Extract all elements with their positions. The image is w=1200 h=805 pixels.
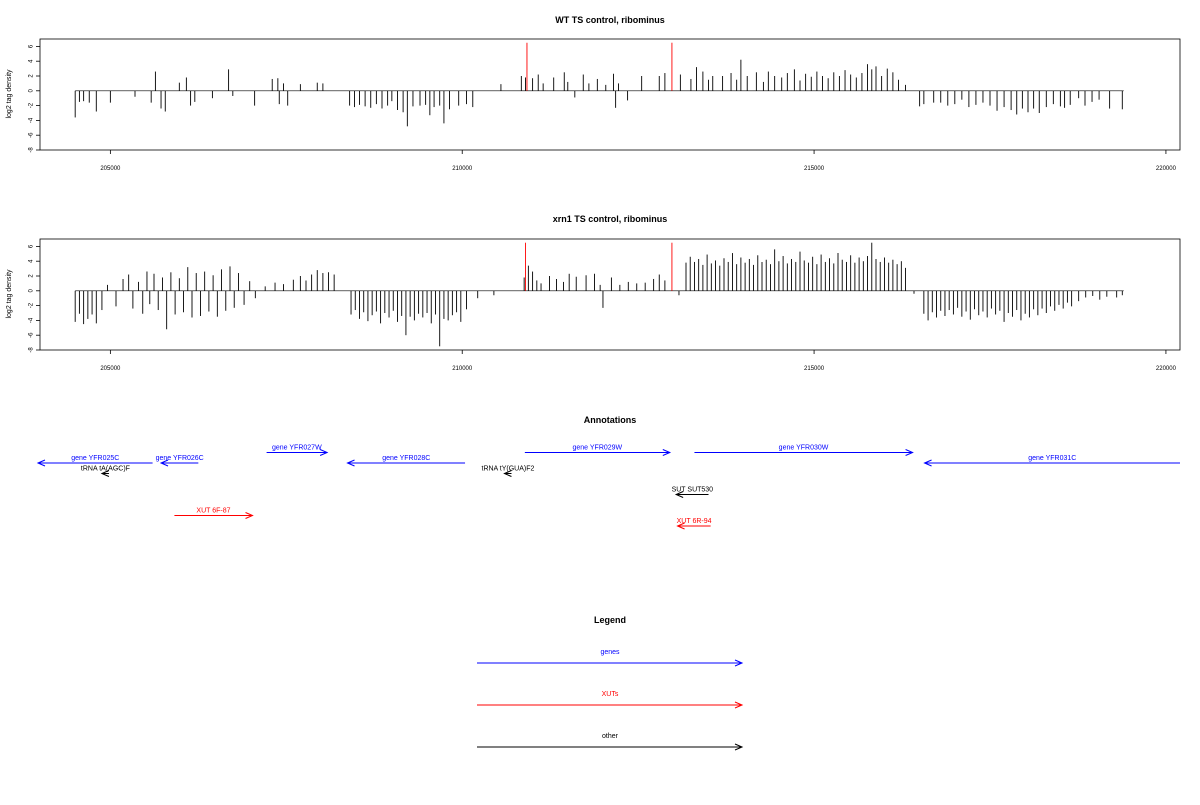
feature-arrow-head — [346, 459, 355, 467]
feature-arrow-head — [100, 470, 110, 477]
y-tick-label: 2 — [29, 74, 35, 78]
annotation-feature: gene YFR026C — [156, 455, 204, 467]
y-tick-label: -8 — [29, 147, 35, 153]
feature-label: gene YFR027W — [272, 445, 322, 452]
feature-arrow-head — [503, 470, 512, 477]
annotation-features: gene YFR025C gene YFR026C gene YFR027W gene… — [36, 445, 1180, 530]
feature-arrow-head — [905, 449, 914, 456]
plot-frame — [39, 238, 1181, 351]
y-axis-label: log2 tag density — [6, 69, 13, 119]
panel-title: xrn1 TS control, ribominus — [553, 214, 668, 224]
annotation-feature: tRNA tA(AGC)F — [81, 466, 130, 477]
feature-arrow-head — [662, 449, 672, 456]
annotations-panel: Annotations gene YFR025C gene YFR026Cgene… — [36, 415, 1180, 530]
annotation-feature: XUT 6R-94 — [676, 518, 712, 530]
y-tick-label: -8 — [29, 347, 35, 353]
legend-arrow-head — [734, 701, 744, 709]
legend-label: genes — [600, 649, 620, 656]
y-tick-label: 2 — [29, 274, 35, 278]
feature-arrow-head — [159, 459, 169, 467]
y-tick-label: 4 — [29, 259, 35, 263]
x-tick-label: 210000 — [452, 166, 473, 172]
feature-label: gene YFR028C — [382, 455, 430, 462]
feature-arrow-head — [674, 491, 684, 498]
feature-arrow-head — [245, 512, 254, 519]
y-axis-label: log2 tag density — [6, 269, 13, 319]
annotation-feature: gene YFR030W — [694, 445, 914, 456]
x-tick-label: 220000 — [1156, 366, 1177, 372]
feature-label: gene YFR029W — [572, 445, 622, 452]
feature-label: tRNA tY(GUA)F2 — [482, 466, 535, 473]
x-tick-label: 215000 — [804, 166, 825, 172]
y-tick-label: 0 — [29, 88, 35, 92]
feature-label: gene YFR026C — [156, 455, 204, 462]
feature-arrow-head — [676, 522, 685, 530]
y-tick-label: 4 — [29, 59, 35, 63]
y-tick-label: 6 — [29, 244, 35, 248]
feature-arrow-head — [36, 459, 46, 467]
density-bars — [74, 242, 1124, 347]
feature-label: SUT SUT530 — [672, 487, 714, 494]
feature-label: gene YFR025C — [71, 455, 119, 462]
annotation-feature: gene YFR025C — [36, 455, 153, 467]
wt-density-panel: WT TS control, ribominus log2 tag densit… — [6, 15, 1181, 172]
feature-arrow-head — [923, 459, 932, 467]
y-tick-label: -4 — [29, 117, 35, 123]
legend: Legend genes XUTs other — [477, 615, 744, 751]
annotation-feature: gene YFR031C — [923, 455, 1180, 467]
plot-frame — [39, 38, 1181, 151]
x-axis: 205000 210000 215000 220000 — [100, 350, 1177, 372]
legend-arrow-head — [734, 659, 744, 667]
legend-items: genes XUTs other — [477, 649, 744, 751]
legend-arrow-head — [734, 743, 744, 751]
legend-item: genes — [477, 649, 744, 667]
legend-item: other — [477, 733, 744, 751]
y-tick-label: -2 — [29, 302, 35, 308]
annotation-feature: gene YFR029W — [524, 445, 672, 456]
feature-label: gene YFR030W — [779, 445, 829, 452]
y-axis: 6 4 2 0 -2 -4 -6 -8 — [29, 44, 40, 153]
annotation-feature: tRNA tY(GUA)F2 — [482, 466, 535, 477]
density-bars — [74, 42, 1124, 127]
y-tick-label: -4 — [29, 317, 35, 323]
annotation-feature: XUT 6F-87 — [174, 508, 254, 519]
x-tick-label: 220000 — [1156, 166, 1177, 172]
y-tick-label: -6 — [29, 332, 35, 338]
y-tick-label: 0 — [29, 288, 35, 292]
x-axis: 205000 210000 215000 220000 — [100, 150, 1177, 172]
feature-label: gene YFR031C — [1028, 455, 1076, 462]
legend-label: XUTs — [602, 691, 619, 698]
legend-title: Legend — [594, 615, 626, 625]
panel-title: WT TS control, ribominus — [555, 15, 665, 25]
feature-arrow-head — [319, 449, 329, 456]
feature-label: XUT 6R-94 — [677, 518, 712, 525]
x-tick-label: 205000 — [100, 366, 121, 372]
annotation-feature: gene YFR027W — [266, 445, 329, 456]
y-tick-label: -2 — [29, 102, 35, 108]
x-tick-label: 210000 — [452, 366, 473, 372]
annotation-feature: gene YFR028C — [346, 455, 466, 467]
feature-label: XUT 6F-87 — [196, 508, 230, 515]
y-axis: 6 4 2 0 -2 -4 -6 -8 — [29, 244, 40, 353]
xrn1-density-panel: xrn1 TS control, ribominus log2 tag dens… — [6, 214, 1181, 372]
annotations-title: Annotations — [584, 415, 637, 425]
legend-item: XUTs — [477, 691, 744, 709]
y-tick-label: -6 — [29, 132, 35, 138]
feature-label: tRNA tA(AGC)F — [81, 466, 130, 473]
legend-label: other — [602, 733, 619, 740]
y-tick-label: 6 — [29, 44, 35, 48]
x-tick-label: 205000 — [100, 166, 121, 172]
annotation-feature: SUT SUT530 — [672, 487, 714, 498]
x-tick-label: 215000 — [804, 366, 825, 372]
